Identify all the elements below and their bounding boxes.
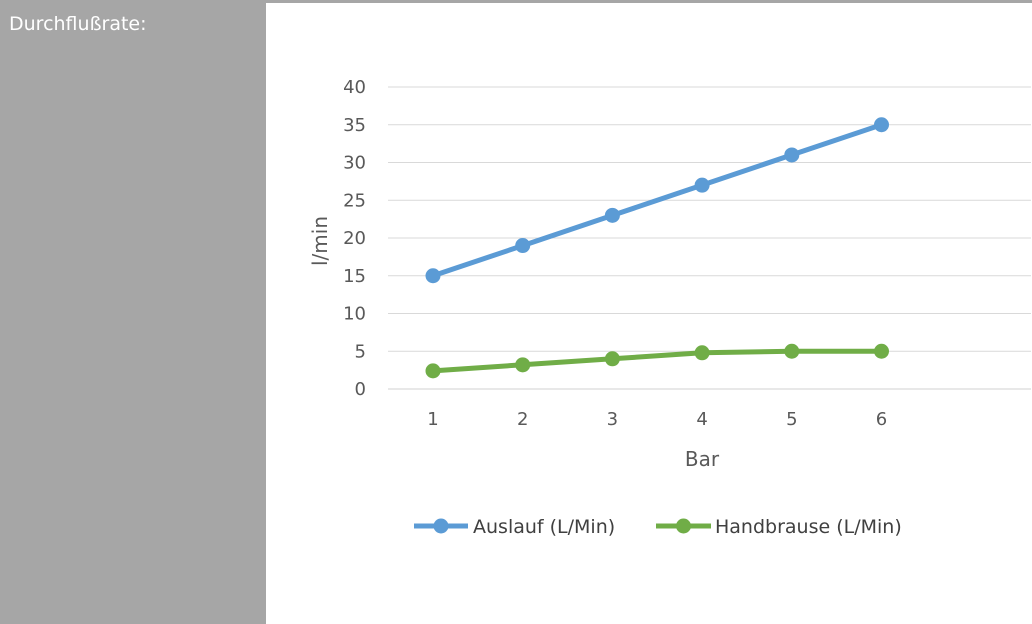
series-2-point (784, 343, 800, 359)
x-tick-label: 5 (786, 409, 797, 430)
legend-swatch-marker (433, 518, 449, 534)
y-tick-label: 5 (355, 341, 366, 362)
series-2-point (874, 343, 889, 359)
y-axis-title: l/min (308, 216, 332, 266)
series-1-point (874, 117, 889, 133)
series-line-2 (430, 348, 884, 374)
series-2-point (515, 357, 531, 373)
x-tick-label: 2 (517, 409, 528, 430)
series-2-point (425, 363, 441, 379)
legend-label: Auslauf (L/Min) (473, 516, 615, 538)
top-divider (266, 0, 1032, 3)
y-tick-label: 25 (343, 190, 366, 211)
y-tick-label: 15 (343, 266, 366, 287)
x-tick-label: 1 (427, 409, 438, 430)
flow-rate-label: Durchflußrate: (9, 13, 147, 35)
y-tick-label: 30 (343, 153, 366, 174)
series-1-point (784, 147, 800, 163)
y-tick-label: 35 (343, 115, 366, 136)
series-line-1 (430, 122, 884, 279)
legend-swatch-marker (676, 518, 691, 534)
x-tick-label: 3 (607, 409, 618, 430)
y-tick-label: 40 (343, 77, 366, 98)
legend-label: Handbrause (L/Min) (715, 516, 902, 538)
y-tick-label: 20 (343, 228, 366, 249)
y-tick-label: 10 (343, 304, 366, 325)
x-axis-title: Bar (685, 447, 720, 471)
series-1-point (515, 238, 531, 254)
series-1-point (604, 207, 620, 223)
x-tick-label: 4 (696, 409, 707, 430)
sidebar-panel: Durchflußrate: (0, 0, 266, 624)
series-1-point (694, 177, 710, 193)
series-2-point (694, 345, 710, 361)
x-tick-label: 6 (876, 409, 887, 430)
chart-svg: 0 5 10 15 20 25 30 35 40 1 2 3 4 5 6 Bar l/min Auslauf (L… (308, 77, 1031, 538)
flow-rate-chart: 0 5 10 15 20 25 30 35 40 1 2 3 4 5 6 Bar l/min Auslauf (L… (266, 3, 1032, 624)
series-1-point (425, 268, 441, 284)
series-2-point (604, 351, 620, 367)
y-tick-label: 0 (355, 379, 366, 400)
